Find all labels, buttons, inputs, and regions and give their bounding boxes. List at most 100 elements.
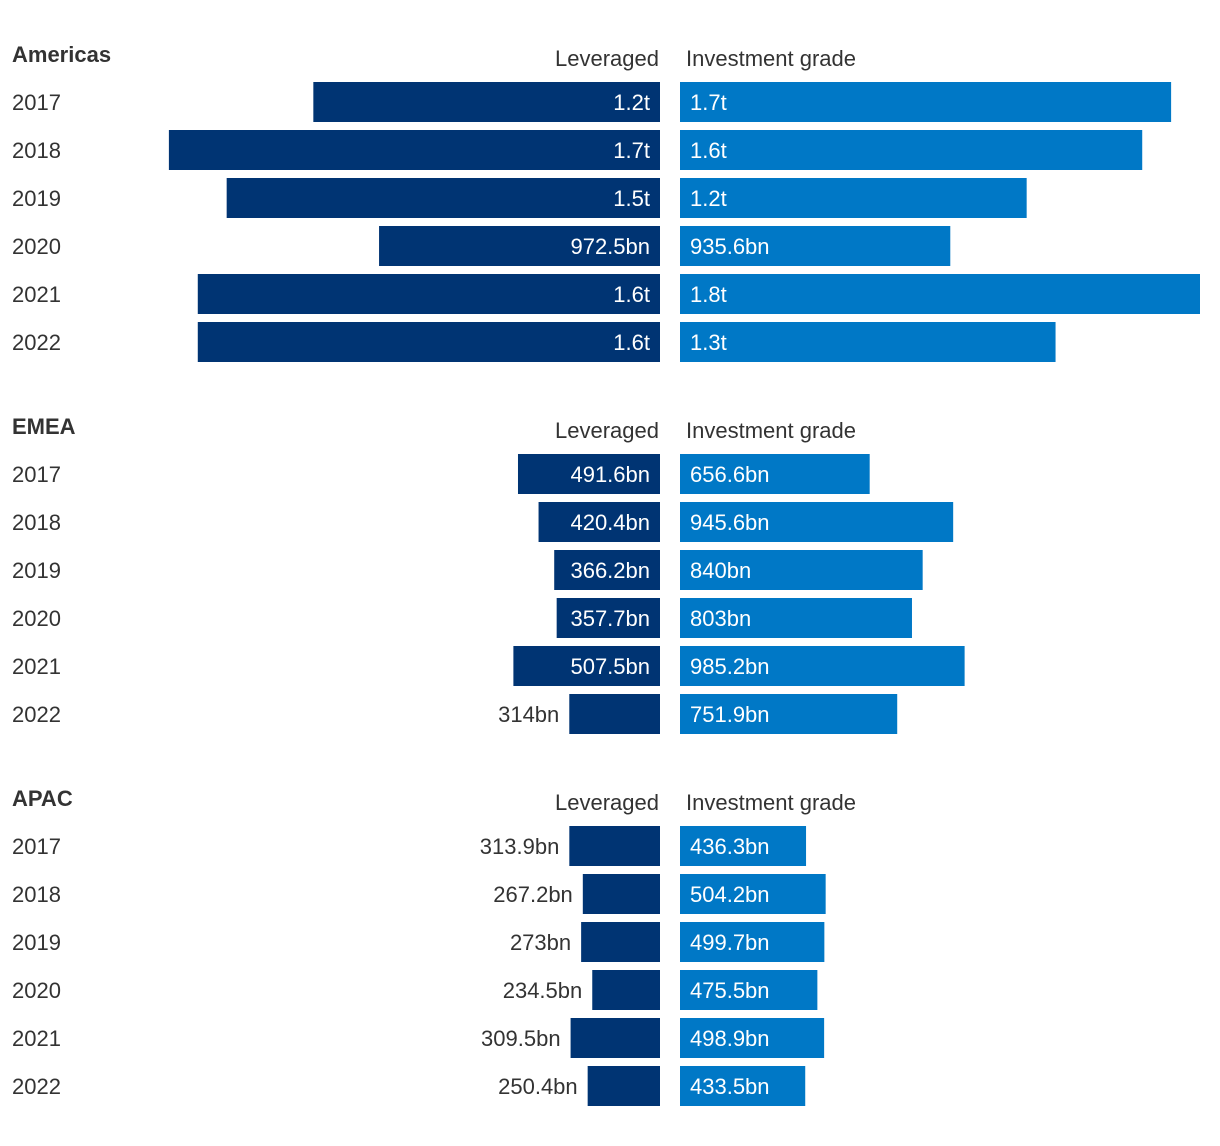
leveraged-value-label-emea-2018: 420.4bn bbox=[570, 510, 650, 535]
leveraged-value-label-americas-2017: 1.2t bbox=[613, 90, 650, 115]
region-title-apac: APAC bbox=[12, 786, 73, 811]
year-label-2018: 2018 bbox=[12, 882, 61, 907]
region-title-americas: Americas bbox=[12, 42, 111, 67]
year-label-2022: 2022 bbox=[12, 1074, 61, 1099]
leveraged-bar-emea-2019 bbox=[554, 550, 660, 590]
leveraged-value-label-apac-2021: 309.5bn bbox=[481, 1026, 561, 1051]
year-label-2022: 2022 bbox=[12, 330, 61, 355]
leveraged-bar-emea-2017 bbox=[517, 454, 660, 494]
investment-grade-bar-americas-2018 bbox=[680, 130, 1143, 170]
column-header-leveraged: Leveraged bbox=[555, 418, 659, 443]
leveraged-bar-americas-2022 bbox=[197, 322, 660, 362]
investment-grade-bar-emea-2018 bbox=[680, 502, 954, 542]
leveraged-value-label-americas-2019: 1.5t bbox=[613, 186, 650, 211]
leveraged-bar-apac-2021 bbox=[570, 1018, 660, 1058]
investment-grade-value-label-americas-2017: 1.7t bbox=[690, 90, 727, 115]
investment-grade-bar-americas-2022 bbox=[680, 322, 1056, 362]
investment-grade-value-label-americas-2020: 935.6bn bbox=[690, 234, 770, 259]
leveraged-value-label-americas-2018: 1.7t bbox=[613, 138, 650, 163]
investment-grade-bar-emea-2020 bbox=[680, 598, 912, 638]
leveraged-value-label-americas-2021: 1.6t bbox=[613, 282, 650, 307]
investment-grade-value-label-apac-2020: 475.5bn bbox=[690, 978, 770, 1003]
column-header-investment-grade: Investment grade bbox=[686, 46, 856, 71]
investment-grade-bar-emea-2019 bbox=[680, 550, 923, 590]
year-label-2019: 2019 bbox=[12, 186, 61, 211]
year-label-2018: 2018 bbox=[12, 138, 61, 163]
leveraged-bar-apac-2020 bbox=[592, 970, 660, 1010]
year-label-2019: 2019 bbox=[12, 558, 61, 583]
leveraged-bar-americas-2017 bbox=[313, 82, 660, 122]
year-label-2020: 2020 bbox=[12, 234, 61, 259]
investment-grade-bar-apac-2017 bbox=[680, 826, 807, 866]
investment-grade-bar-americas-2017 bbox=[680, 82, 1172, 122]
investment-grade-value-label-emea-2020: 803bn bbox=[690, 606, 751, 631]
leveraged-value-label-emea-2021: 507.5bn bbox=[570, 654, 650, 679]
investment-grade-value-label-emea-2019: 840bn bbox=[690, 558, 751, 583]
region-title-emea: EMEA bbox=[12, 414, 76, 439]
year-label-2021: 2021 bbox=[12, 282, 61, 307]
leveraged-value-label-americas-2022: 1.6t bbox=[613, 330, 650, 355]
leveraged-bar-americas-2018 bbox=[168, 130, 660, 170]
investment-grade-bar-emea-2017 bbox=[680, 454, 870, 494]
leveraged-value-label-emea-2020: 357.7bn bbox=[570, 606, 650, 631]
leveraged-bar-americas-2021 bbox=[197, 274, 660, 314]
column-header-leveraged: Leveraged bbox=[555, 46, 659, 71]
investment-grade-value-label-emea-2021: 985.2bn bbox=[690, 654, 770, 679]
leveraged-bar-apac-2017 bbox=[569, 826, 660, 866]
investment-grade-value-label-apac-2021: 498.9bn bbox=[690, 1026, 770, 1051]
investment-grade-value-label-americas-2019: 1.2t bbox=[690, 186, 727, 211]
year-label-2020: 2020 bbox=[12, 978, 61, 1003]
investment-grade-value-label-americas-2018: 1.6t bbox=[690, 138, 727, 163]
investment-grade-bar-apac-2020 bbox=[680, 970, 818, 1010]
investment-grade-bar-americas-2020 bbox=[680, 226, 951, 266]
leveraged-bar-emea-2018 bbox=[538, 502, 660, 542]
leveraged-value-label-emea-2017: 491.6bn bbox=[570, 462, 650, 487]
leveraged-value-label-emea-2019: 366.2bn bbox=[570, 558, 650, 583]
leveraged-bar-emea-2020 bbox=[556, 598, 660, 638]
investment-grade-bar-emea-2021 bbox=[680, 646, 965, 686]
column-header-investment-grade: Investment grade bbox=[686, 790, 856, 815]
column-header-investment-grade: Investment grade bbox=[686, 418, 856, 443]
investment-grade-bar-apac-2021 bbox=[680, 1018, 825, 1058]
leveraged-value-label-apac-2017: 313.9bn bbox=[480, 834, 560, 859]
leveraged-bar-apac-2019 bbox=[581, 922, 660, 962]
year-label-2022: 2022 bbox=[12, 702, 61, 727]
year-label-2019: 2019 bbox=[12, 930, 61, 955]
investment-grade-bar-emea-2022 bbox=[680, 694, 898, 734]
year-label-2021: 2021 bbox=[12, 654, 61, 679]
investment-grade-bar-apac-2019 bbox=[680, 922, 825, 962]
investment-grade-value-label-emea-2022: 751.9bn bbox=[690, 702, 770, 727]
leveraged-value-label-emea-2022: 314bn bbox=[498, 702, 559, 727]
investment-grade-value-label-americas-2021: 1.8t bbox=[690, 282, 727, 307]
year-label-2018: 2018 bbox=[12, 510, 61, 535]
leveraged-value-label-apac-2022: 250.4bn bbox=[498, 1074, 578, 1099]
year-label-2017: 2017 bbox=[12, 462, 61, 487]
investment-grade-value-label-apac-2017: 436.3bn bbox=[690, 834, 770, 859]
leveraged-bar-americas-2019 bbox=[226, 178, 660, 218]
investment-grade-value-label-emea-2018: 945.6bn bbox=[690, 510, 770, 535]
investment-grade-value-label-americas-2022: 1.3t bbox=[690, 330, 727, 355]
leveraged-value-label-americas-2020: 972.5bn bbox=[570, 234, 650, 259]
year-label-2021: 2021 bbox=[12, 1026, 61, 1051]
leveraged-bar-emea-2022 bbox=[569, 694, 660, 734]
leveraged-bar-apac-2022 bbox=[587, 1066, 660, 1106]
leveraged-bar-emea-2021 bbox=[513, 646, 660, 686]
investment-grade-value-label-apac-2019: 499.7bn bbox=[690, 930, 770, 955]
year-label-2017: 2017 bbox=[12, 90, 61, 115]
leveraged-value-label-apac-2019: 273bn bbox=[510, 930, 571, 955]
leveraged-value-label-apac-2020: 234.5bn bbox=[503, 978, 583, 1003]
investment-grade-value-label-apac-2018: 504.2bn bbox=[690, 882, 770, 907]
investment-grade-bar-apac-2018 bbox=[680, 874, 826, 914]
investment-grade-bar-apac-2022 bbox=[680, 1066, 806, 1106]
column-header-leveraged: Leveraged bbox=[555, 790, 659, 815]
investment-grade-value-label-apac-2022: 433.5bn bbox=[690, 1074, 770, 1099]
leveraged-bar-apac-2018 bbox=[582, 874, 660, 914]
year-label-2020: 2020 bbox=[12, 606, 61, 631]
investment-grade-bar-americas-2019 bbox=[680, 178, 1027, 218]
year-label-2017: 2017 bbox=[12, 834, 61, 859]
leveraged-bar-americas-2020 bbox=[379, 226, 660, 266]
investment-grade-value-label-emea-2017: 656.6bn bbox=[690, 462, 770, 487]
leveraged-value-label-apac-2018: 267.2bn bbox=[493, 882, 573, 907]
investment-grade-bar-americas-2021 bbox=[680, 274, 1200, 314]
